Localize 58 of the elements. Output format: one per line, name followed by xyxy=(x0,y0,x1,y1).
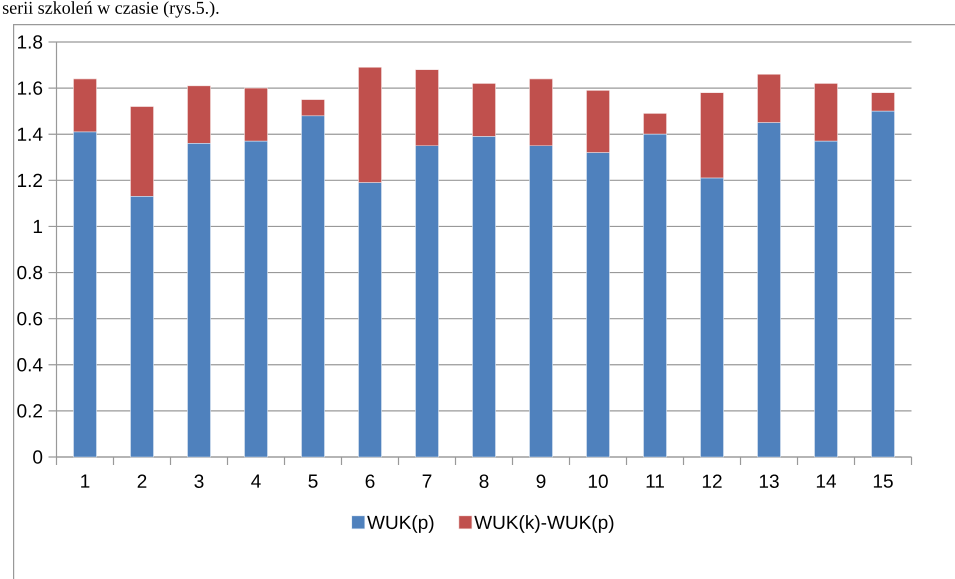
bar xyxy=(415,69,439,146)
bar xyxy=(130,106,154,197)
y-tick-label: 0.6 xyxy=(17,312,42,326)
bar xyxy=(814,83,838,142)
y-tick-label: 1.4 xyxy=(18,128,42,141)
bar xyxy=(871,110,895,458)
bar xyxy=(700,178,724,458)
bar xyxy=(643,134,667,458)
text: serii szkoleń w czasie (rys.5.). xyxy=(2,1,218,18)
y-tick-label: 1 xyxy=(34,220,42,233)
x-tick-label: 12 xyxy=(702,474,722,488)
y-tick-label: 1.6 xyxy=(18,81,42,95)
bar xyxy=(358,182,382,458)
x-tick-label: 13 xyxy=(760,474,779,488)
y-tick-label: 0 xyxy=(33,450,42,464)
x-tick-label: 3 xyxy=(194,474,204,488)
x-tick-label: 5 xyxy=(308,474,318,488)
bar xyxy=(586,152,610,458)
bar xyxy=(643,113,667,135)
x-tick-label: 14 xyxy=(816,474,836,488)
x-tick-label: 1 xyxy=(81,474,90,488)
bar xyxy=(529,145,553,458)
x-tick-label: 4 xyxy=(251,474,261,488)
x-tick-label: 7 xyxy=(422,474,432,488)
y-tick-label: 0.4 xyxy=(17,358,42,372)
bar xyxy=(73,78,97,132)
bar xyxy=(187,143,211,458)
bar xyxy=(472,136,496,458)
y-tick-label: 1.2 xyxy=(18,174,42,187)
bar xyxy=(73,132,97,458)
y-tick-label: 0.2 xyxy=(17,404,42,418)
x-tick-label: 10 xyxy=(588,474,608,488)
bar xyxy=(244,140,268,458)
bar xyxy=(130,196,154,458)
x-tick-label: 8 xyxy=(480,474,488,488)
x-tick-label: 15 xyxy=(874,474,893,488)
x-tick-label: 6 xyxy=(366,474,374,488)
bar xyxy=(415,145,439,458)
bar xyxy=(700,92,724,178)
bar xyxy=(586,90,610,153)
x-tick-label: 11 xyxy=(646,474,664,488)
bar xyxy=(871,92,895,112)
legend-label: WUK(p) xyxy=(367,515,434,533)
bar xyxy=(187,86,211,144)
bar xyxy=(244,88,268,142)
legend-label: WUK(k)-WUK(p) xyxy=(474,515,614,533)
bar xyxy=(757,74,781,123)
bar xyxy=(358,67,382,183)
bar xyxy=(757,122,781,458)
bar xyxy=(472,83,496,137)
bar xyxy=(301,99,325,116)
y-tick-label: 1.8 xyxy=(18,35,42,49)
y-tick-label: 0.8 xyxy=(17,266,42,280)
bar xyxy=(529,78,553,146)
bar xyxy=(301,115,325,458)
x-tick-label: 9 xyxy=(536,474,546,488)
bar xyxy=(814,140,838,458)
x-tick-label: 2 xyxy=(138,474,146,488)
